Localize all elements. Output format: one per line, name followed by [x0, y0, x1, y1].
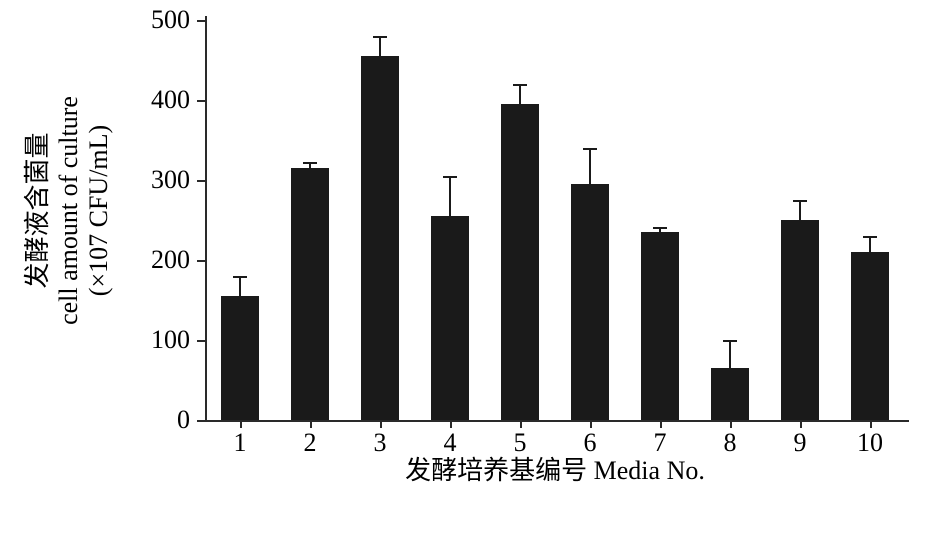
y-tick [197, 420, 205, 422]
bar [501, 104, 540, 420]
error-cap-bottom [863, 268, 877, 270]
error-cap-top [723, 340, 737, 342]
x-tick [660, 420, 662, 428]
error-cap-bottom [233, 316, 247, 318]
y-tick-label: 200 [130, 245, 190, 275]
error-bar [449, 176, 451, 232]
y-tick [197, 260, 205, 262]
x-label-text: 发酵培养基编号 Media No. [405, 456, 705, 485]
y-label-line2: cell amount of culture [54, 96, 84, 325]
bar [291, 168, 330, 420]
error-cap-top [583, 148, 597, 150]
error-cap-top [653, 227, 667, 229]
error-cap-bottom [513, 124, 527, 126]
error-cap-bottom [303, 172, 317, 174]
y-tick-label: 400 [130, 85, 190, 115]
y-tick-label: 300 [130, 165, 190, 195]
x-tick [240, 420, 242, 428]
y-tick [197, 180, 205, 182]
x-tick [310, 420, 312, 428]
error-bar [799, 200, 801, 240]
x-tick [800, 420, 802, 428]
error-cap-top [863, 236, 877, 238]
x-tick [450, 420, 452, 428]
x-tick [380, 420, 382, 428]
y-tick-label: 100 [130, 325, 190, 355]
error-cap-bottom [373, 64, 387, 66]
x-axis-label: 发酵培养基编号 Media No. [205, 450, 905, 487]
error-cap-bottom [793, 240, 807, 242]
y-tick [197, 340, 205, 342]
error-cap-bottom [723, 376, 737, 378]
y-tick [197, 100, 205, 102]
bar [431, 216, 470, 420]
error-bar [729, 340, 731, 376]
y-axis-label: 发酵液含菌量 cell amount of culture (×107 CFU/… [0, 0, 130, 420]
x-tick [590, 420, 592, 428]
y-tick-label: 500 [130, 5, 190, 35]
error-bar [869, 236, 871, 268]
x-tick [730, 420, 732, 428]
y-tick-label: 0 [130, 405, 190, 435]
error-cap-top [303, 162, 317, 164]
error-bar [379, 36, 381, 64]
bar [361, 56, 400, 420]
bar [851, 252, 890, 420]
error-bar [239, 276, 241, 316]
error-cap-bottom [583, 220, 597, 222]
bar [641, 232, 680, 420]
error-bar [589, 148, 591, 220]
error-cap-top [373, 36, 387, 38]
y-tick [197, 20, 205, 22]
error-cap-top [443, 176, 457, 178]
error-cap-bottom [443, 232, 457, 234]
bar [781, 220, 820, 420]
error-cap-top [513, 84, 527, 86]
y-label-line3: (×107 CFU/mL) [84, 96, 114, 325]
y-label-line1: 发酵液含菌量 [17, 96, 54, 325]
error-cap-top [233, 276, 247, 278]
x-tick [520, 420, 522, 428]
error-bar [519, 84, 521, 124]
error-cap-top [793, 200, 807, 202]
chart-container: 发酵液含菌量 cell amount of culture (×107 CFU/… [0, 0, 944, 535]
error-cap-bottom [653, 237, 667, 239]
plot-area: 010020030040050012345678910 [205, 20, 905, 420]
y-axis-label-text: 发酵液含菌量 cell amount of culture (×107 CFU/… [17, 96, 114, 325]
x-tick [870, 420, 872, 428]
y-axis [205, 16, 207, 420]
